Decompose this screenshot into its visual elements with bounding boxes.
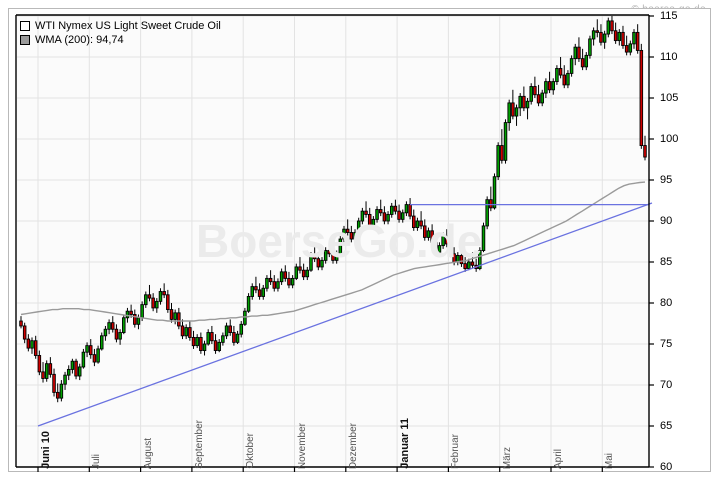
x-axis-tick-label: Februar — [450, 433, 462, 469]
legend-item-wma: WMA (200): 94,74 — [20, 33, 221, 47]
y-axis-tick-label: 115 — [660, 10, 678, 22]
x-axis-tick-label: Oktober — [245, 433, 257, 469]
watermark-center: BoerseGo.de — [196, 215, 483, 267]
x-axis-tick-label: Juni 10 — [40, 431, 52, 469]
y-axis-tick-label: 65 — [660, 420, 673, 432]
x-axis-tick-label: September — [193, 420, 205, 469]
y-axis-tick-label: 70 — [660, 379, 673, 391]
price-swatch-icon — [20, 21, 30, 31]
x-axis-tick-label: Juli — [91, 453, 103, 469]
y-axis-tick-label: 110 — [660, 51, 678, 63]
y-axis-tick-label: 95 — [660, 174, 673, 186]
legend-item-price: WTI Nymex US Light Sweet Crude Oil — [20, 19, 221, 33]
legend-label-wma: WMA (200): 94,74 — [35, 34, 124, 46]
y-axis-tick-label: 80 — [660, 297, 673, 309]
y-axis-tick-label: 90 — [660, 215, 673, 227]
y-axis-tick-label: 75 — [660, 338, 673, 350]
wma-swatch-icon — [20, 35, 30, 45]
x-axis-tick-label: Dezember — [347, 422, 359, 469]
y-axis-tick-label: 105 — [660, 92, 679, 104]
x-axis-tick-label: Januar 11 — [399, 418, 412, 469]
x-axis-tick-label: Mai — [604, 452, 616, 469]
x-axis-tick-label: November — [296, 422, 308, 469]
y-axis-tick-label: 85 — [660, 256, 673, 268]
legend-label-price: WTI Nymex US Light Sweet Crude Oil — [35, 20, 221, 32]
y-axis-tick-label: 100 — [660, 133, 679, 145]
x-axis-tick-label: März — [501, 446, 513, 469]
x-axis-tick-label: August — [142, 437, 154, 469]
x-axis-tick-label: April — [553, 448, 564, 469]
chart-legend: WTI Nymex US Light Sweet Crude Oil WMA (… — [20, 19, 221, 47]
y-axis-tick-label: 60 — [660, 461, 673, 473]
